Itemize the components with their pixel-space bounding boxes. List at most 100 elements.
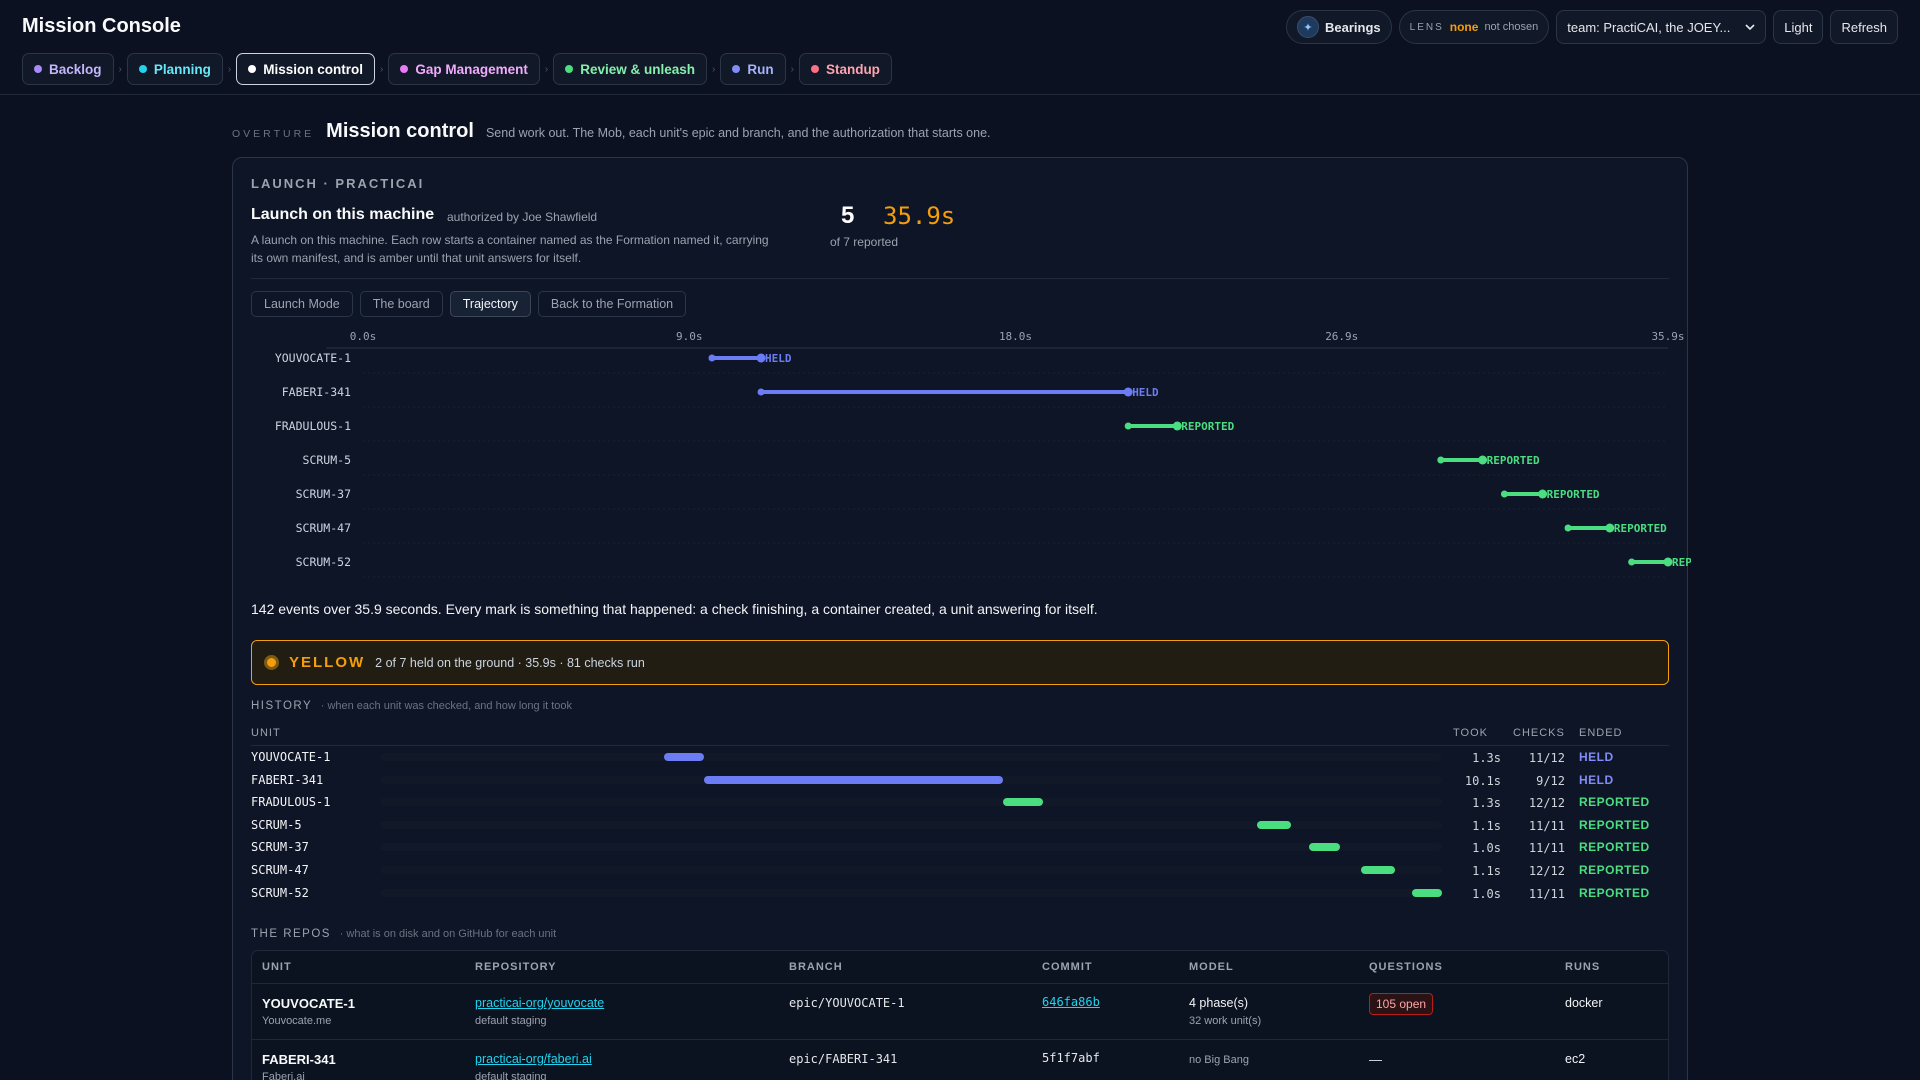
repo-model: 4 phase(s): [1189, 996, 1249, 1010]
repos-hint-text: what is on disk and on GitHub for each u…: [346, 928, 557, 940]
trajectory-status-label: REPORTED: [1547, 488, 1600, 501]
trajectory-end-point: [1605, 523, 1615, 533]
stage-label: Planning: [153, 61, 211, 77]
stage-dot-icon: [248, 65, 257, 73]
history-row[interactable]: SCRUM-52 1.0s 11/11 REPORTED: [251, 882, 1669, 905]
trajectory-chart: 0.0s 9.0s 18.0s 26.9s 35.9s YOUVOCATE-1 HELD FA…: [275, 330, 1691, 578]
row-label: SCRUM-52: [296, 555, 351, 569]
theme-toggle-button[interactable]: Light: [1773, 10, 1824, 44]
repo-questions[interactable]: 105 open: [1369, 993, 1434, 1015]
history-took: 10.1s: [1464, 773, 1501, 788]
bearings-label: Bearings: [1325, 19, 1381, 35]
history-track: [380, 798, 1442, 807]
history-row[interactable]: YOUVOCATE-1 1.3s 11/12 HELD: [251, 746, 1669, 769]
bearings-button[interactable]: ✦ Bearings: [1286, 10, 1392, 44]
stage-label: Review & unleash: [580, 61, 695, 77]
commit-hash: 5f1f7abf: [1042, 1051, 1100, 1065]
repo-questions: —: [1369, 1052, 1382, 1067]
launch-authorized: authorized by Joe Shawfield: [447, 210, 598, 224]
tab-back-to-the-formation[interactable]: Back to the Formation: [537, 291, 687, 317]
x-tick-label: 18.0s: [999, 330, 1032, 343]
history-checks: 12/12: [1528, 863, 1565, 878]
x-tick-label: 0.0s: [350, 330, 377, 343]
page-title: Mission control: [326, 120, 474, 142]
tab-trajectory[interactable]: Trajectory: [449, 291, 531, 317]
stage-run[interactable]: Run: [720, 53, 786, 85]
history-checks: 9/12: [1536, 773, 1565, 788]
trajectory-end-point: [1538, 489, 1548, 499]
stage-planning[interactable]: Planning: [126, 53, 223, 85]
trajectory-caption: 142 events over 35.9 seconds. Every mark…: [251, 601, 1098, 617]
tab-launch-mode[interactable]: Launch Mode: [251, 291, 353, 317]
history-row[interactable]: FRADULOUS-1 1.3s 12/12 REPORTED: [251, 791, 1669, 814]
x-tick-label: 9.0s: [676, 330, 703, 343]
history-track: [380, 753, 1442, 761]
repo-default-branch: default staging: [475, 1071, 547, 1080]
stage-backlog[interactable]: Backlog: [22, 53, 114, 85]
x-tick-label: 35.9s: [1651, 330, 1684, 343]
stage-separator-icon: ›: [790, 63, 794, 75]
repo-row: YOUVOCATE-1 Youvocate.me practicai-org/you…: [252, 984, 1668, 1040]
trajectory-end-point: [756, 353, 766, 363]
row-label: SCRUM-37: [296, 487, 351, 501]
trajectory-start-point: [1500, 490, 1508, 498]
stage-separator-icon: ›: [118, 63, 122, 75]
lens-selector[interactable]: LENS none not chosen: [1398, 10, 1550, 44]
repo-link[interactable]: practicai-org/faberi.ai: [475, 1052, 592, 1066]
reported-of: of 7 reported: [829, 235, 898, 249]
repos-table: UNIT REPOSITORY BRANCH COMMIT MODEL QUES…: [251, 950, 1669, 1080]
repos-hint: · what is on disk and on GitHub for each…: [339, 928, 557, 940]
repo-link[interactable]: practicai-org/youvocate: [475, 996, 605, 1010]
trajectory-start-point: [757, 388, 765, 396]
history-checks: 11/11: [1528, 886, 1565, 901]
history-row[interactable]: SCRUM-5 1.1s 11/11 REPORTED: [251, 814, 1669, 837]
stage-label: Mission control: [263, 61, 363, 77]
commit-link[interactable]: 646fa86b: [1042, 995, 1100, 1009]
repo-default-branch: default staging: [475, 1015, 547, 1027]
history-hint-text: when each unit was checked, and how long…: [327, 700, 573, 712]
stage-dot-icon: [565, 65, 574, 73]
history-checks: 11/11: [1528, 841, 1565, 856]
history-unit: SCRUM-5: [251, 817, 302, 832]
history-duration-bar: [703, 775, 1003, 784]
divider: [251, 278, 1669, 279]
stage-dot-icon: [138, 65, 147, 73]
history-col-checks: CHECKS: [1513, 727, 1565, 739]
history-checks: 12/12: [1528, 796, 1565, 811]
trajectory-end-point: [1478, 455, 1488, 465]
stage-review-unleash[interactable]: Review & unleash: [553, 53, 707, 85]
history-checks: 11/12: [1528, 751, 1565, 765]
repo-runs: docker: [1565, 996, 1603, 1010]
tab-the-board[interactable]: The board: [359, 291, 443, 317]
stage-dot-icon: [810, 65, 819, 73]
repos-col-branch: BRANCH: [789, 961, 843, 973]
questions-value: —: [1369, 1052, 1382, 1067]
stage-label: Gap Management: [415, 61, 528, 77]
questions-badge: 105 open: [1369, 993, 1434, 1015]
stage-dot-icon: [732, 65, 741, 73]
history-row[interactable]: FABERI-341 10.1s 9/12 HELD: [251, 769, 1669, 792]
repos-col-model: MODEL: [1189, 961, 1234, 973]
team-select[interactable]: team: PractiCAI, the JOEY...: [1556, 10, 1767, 44]
row-label: SCRUM-5: [303, 453, 351, 467]
stage-mission-control[interactable]: Mission control: [236, 53, 375, 85]
refresh-button[interactable]: Refresh: [1830, 10, 1898, 44]
stage-label: Backlog: [49, 61, 102, 77]
history-col-took: TOOK: [1453, 727, 1488, 739]
lens-note: not chosen: [1484, 21, 1539, 33]
history-track: [380, 820, 1442, 829]
trajectory-status-label: HELD: [765, 352, 792, 365]
launch-kicker: LAUNCH · PRACTICAI: [251, 176, 425, 191]
history-row[interactable]: SCRUM-37 1.0s 11/11 REPORTED: [251, 836, 1669, 859]
stage-label: Run: [747, 61, 774, 77]
stage-gap-management[interactable]: Gap Management: [388, 53, 540, 85]
trajectory-end-point: [1663, 557, 1673, 567]
history-row[interactable]: SCRUM-47 1.1s 12/12 REPORTED: [251, 859, 1669, 882]
history-table: UNIT TOOK CHECKS ENDED YOUVOCATE-1 1.3s 11…: [251, 723, 1669, 904]
stage-separator-icon: ›: [544, 63, 549, 75]
stage-standup[interactable]: Standup: [798, 53, 892, 85]
status-state: YELLOW: [289, 654, 366, 671]
history-duration-bar: [663, 753, 704, 761]
history-track: [380, 865, 1442, 874]
trajectory-status-label: REPORTED: [1487, 454, 1540, 467]
